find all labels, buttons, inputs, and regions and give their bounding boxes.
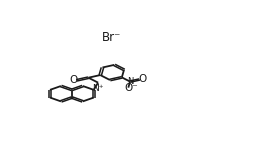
Text: O⁻: O⁻ [125,83,138,93]
Text: N⁺: N⁺ [92,84,103,93]
Text: O: O [69,75,78,85]
Text: Br⁻: Br⁻ [102,31,121,44]
Text: O: O [138,75,146,85]
Text: N: N [127,77,133,86]
